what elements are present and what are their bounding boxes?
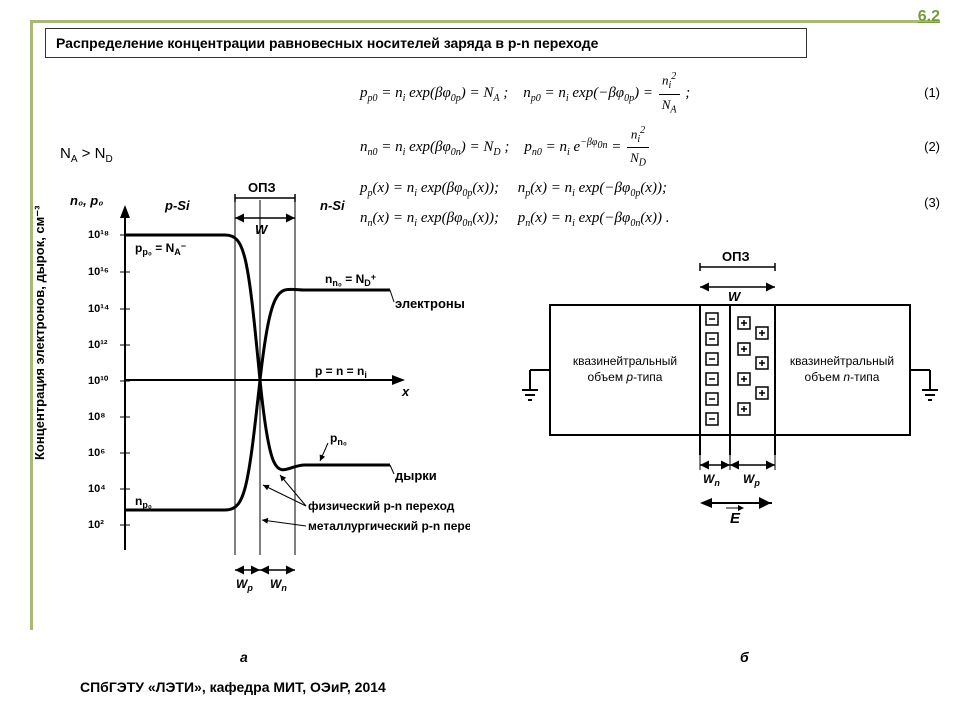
diagram-wn: Wn: [703, 472, 720, 488]
wp-label: Wp: [236, 577, 253, 593]
eq1-frac-num: ni2: [659, 69, 680, 95]
w-label: W: [255, 222, 269, 237]
footer-text: СПбГЭТУ «ЛЭТИ», кафедра МИТ, ОЭиР, 2014: [80, 679, 386, 695]
holes-label: дырки: [395, 468, 437, 483]
y-axis-label: Концентрация электронов, дырок, см⁻³: [32, 205, 47, 460]
svg-text:10¹²: 10¹²: [88, 339, 108, 351]
concentration-chart: Концентрация электронов, дырок, см⁻³ n₀,…: [30, 180, 470, 610]
eq2-left: nn0 = ni exp(βφ0n) = ND ;: [360, 139, 509, 155]
svg-text:10¹⁰: 10¹⁰: [88, 375, 109, 387]
y-axis-arrow: [120, 205, 130, 218]
np0-label: np₀: [135, 494, 152, 510]
eq2-right: pn0 = ni e−βφ0n =: [524, 139, 621, 155]
pn0-label: pn₀: [330, 431, 347, 447]
electrons-label: электроны: [395, 296, 465, 311]
eq1-frac-den: NA: [659, 95, 680, 119]
holes-curve: [125, 235, 390, 470]
eq2-frac-num: ni2: [627, 123, 649, 149]
right-region-text1: квазинейтральный: [790, 354, 894, 368]
eq3-number: (3): [910, 193, 940, 214]
opz-label: ОПЗ: [248, 180, 276, 195]
left-region-text2: объем p-типа: [588, 370, 663, 384]
diagram-wp: Wp: [743, 472, 760, 488]
accent-top-bar: [30, 20, 940, 23]
p-si-label: p-Si: [164, 198, 190, 213]
right-region-text2: объем n-типа: [805, 370, 880, 384]
p-n-ni-label: p = n = ni: [315, 364, 367, 380]
left-region-text1: квазинейтральный: [573, 354, 677, 368]
page-title: Распределение концентрации равновесных н…: [45, 28, 807, 58]
eq1-number: (1): [910, 83, 940, 104]
eq2-frac-den: ND: [627, 148, 649, 172]
diagram-w-label: W: [728, 289, 742, 304]
page-number: 6.2: [918, 8, 940, 26]
figure-label-a: а: [240, 649, 248, 665]
y-axis-top-label: n₀, p₀: [70, 193, 103, 208]
svg-text:10⁴: 10⁴: [88, 483, 106, 495]
condition-na-nd: NA > ND: [60, 145, 113, 165]
junction-diagram: ОПЗ W квазинейтральный объем p-типа кваз…: [500, 245, 940, 575]
y-ticks: 10¹⁸ 10¹⁶ 10¹⁴ 10¹² 10¹⁰ 10⁸ 10⁶ 10⁴ 10²: [88, 229, 130, 531]
svg-text:10¹⁸: 10¹⁸: [88, 229, 109, 241]
svg-text:10¹⁶: 10¹⁶: [88, 266, 109, 278]
diagram-svg: ОПЗ W квазинейтральный объем p-типа кваз…: [500, 245, 940, 545]
figure-label-b: б: [740, 649, 749, 665]
n-si-label: n-Si: [320, 198, 345, 213]
svg-text:10⁶: 10⁶: [88, 447, 105, 459]
svg-text:10¹⁴: 10¹⁴: [88, 303, 109, 315]
e-field-label: E: [730, 510, 741, 527]
chart-svg: Концентрация электронов, дырок, см⁻³ n₀,…: [30, 180, 470, 610]
phys-junction: физический p-n переход: [308, 499, 455, 513]
diagram-opz-label: ОПЗ: [722, 249, 750, 264]
svg-text:10⁸: 10⁸: [88, 411, 105, 423]
eq1-left: pp0 = ni exp(βφ0p) = NA ;: [360, 85, 508, 101]
wn-label: Wn: [270, 577, 287, 593]
x-axis-label: x: [401, 384, 410, 399]
eq2-number: (2): [910, 137, 940, 158]
nn0-label: nn₀ = ND+: [325, 272, 376, 288]
eq3d: pn(x) = ni exp(−βφ0n(x)) .: [518, 210, 670, 226]
pp0-label: pp₀ = NA−: [135, 241, 186, 257]
eq3b: np(x) = ni exp(−βφ0p(x));: [518, 180, 667, 196]
metal-junction: металлургический p-n переход: [308, 519, 470, 533]
electrons-curve: [125, 289, 390, 510]
eq1-right: np0 = ni exp(−βφ0p) =: [523, 85, 653, 101]
svg-text:10²: 10²: [88, 519, 104, 531]
